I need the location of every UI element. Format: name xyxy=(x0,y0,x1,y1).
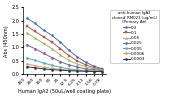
0.005 xyxy=(101,71,104,72)
0.005 xyxy=(26,58,28,59)
0.05 xyxy=(101,70,104,71)
0.05 xyxy=(51,48,53,50)
0.025 xyxy=(93,69,95,71)
Line: 0.2: 0.2 xyxy=(26,17,104,70)
0.025 xyxy=(68,64,70,66)
0.2 xyxy=(34,23,36,24)
Line: 0.0003: 0.0003 xyxy=(26,66,104,73)
0.1 xyxy=(42,36,45,37)
0.05 xyxy=(59,54,61,56)
0.1 xyxy=(76,60,78,61)
0.05 xyxy=(34,38,36,39)
0.2 xyxy=(93,66,95,67)
Line: 0.05: 0.05 xyxy=(26,32,104,71)
0.005 xyxy=(42,62,45,64)
0.2 xyxy=(42,29,45,31)
0.005 xyxy=(76,69,78,71)
0.05 xyxy=(85,66,87,67)
Line: 0.1: 0.1 xyxy=(26,25,104,70)
0.005 xyxy=(68,68,70,70)
0.005 xyxy=(51,65,53,66)
0.0003 xyxy=(68,70,70,71)
0.025 xyxy=(34,48,36,50)
0.0003 xyxy=(85,71,87,72)
0.0006 xyxy=(76,70,78,71)
X-axis label: Human IgA2 (50uL/well coating plate): Human IgA2 (50uL/well coating plate) xyxy=(18,89,111,94)
0.0006 xyxy=(93,71,95,72)
0.05 xyxy=(68,60,70,61)
0.2 xyxy=(59,42,61,43)
0.2 xyxy=(101,68,104,70)
Y-axis label: Abs (450nm): Abs (450nm) xyxy=(4,25,9,57)
0.005 xyxy=(85,70,87,71)
0.0006 xyxy=(51,68,53,69)
0.005 xyxy=(34,60,36,61)
0.025 xyxy=(76,66,78,68)
0.025 xyxy=(51,57,53,58)
0.1 xyxy=(26,25,28,27)
0.05 xyxy=(93,68,95,70)
0.1 xyxy=(85,64,87,66)
0.0006 xyxy=(26,63,28,65)
0.1 xyxy=(68,55,70,56)
0.025 xyxy=(42,53,45,54)
0.0006 xyxy=(68,70,70,71)
0.0003 xyxy=(93,71,95,72)
0.05 xyxy=(76,63,78,65)
0.1 xyxy=(101,69,104,70)
0.0006 xyxy=(59,69,61,70)
0.025 xyxy=(101,70,104,71)
0.0003 xyxy=(26,66,28,67)
0.1 xyxy=(59,48,61,50)
0.0003 xyxy=(59,70,61,71)
Legend: 0.2, 0.1, 0.05, 0.025, 0.005, 0.0006, 0.0003: 0.2, 0.1, 0.05, 0.025, 0.005, 0.0006, 0.… xyxy=(110,10,159,63)
0.2 xyxy=(51,35,53,36)
0.025 xyxy=(59,61,61,62)
0.0003 xyxy=(51,69,53,70)
0.025 xyxy=(85,68,87,70)
Line: 0.025: 0.025 xyxy=(26,44,104,72)
0.1 xyxy=(93,67,95,68)
0.2 xyxy=(68,50,70,51)
0.0006 xyxy=(42,67,45,68)
0.2 xyxy=(76,56,78,57)
0.005 xyxy=(93,70,95,72)
0.2 xyxy=(85,62,87,63)
0.2 xyxy=(26,17,28,19)
0.0003 xyxy=(101,71,104,72)
0.0003 xyxy=(42,68,45,70)
0.0006 xyxy=(85,70,87,72)
0.1 xyxy=(34,31,36,32)
0.0006 xyxy=(101,71,104,72)
0.0003 xyxy=(34,67,36,68)
0.0006 xyxy=(34,65,36,66)
0.0003 xyxy=(76,70,78,72)
0.05 xyxy=(42,43,45,44)
0.005 xyxy=(59,67,61,68)
Line: 0.0006: 0.0006 xyxy=(26,63,104,73)
0.025 xyxy=(26,44,28,45)
0.05 xyxy=(26,32,28,33)
Line: 0.005: 0.005 xyxy=(26,57,104,72)
0.1 xyxy=(51,42,53,43)
